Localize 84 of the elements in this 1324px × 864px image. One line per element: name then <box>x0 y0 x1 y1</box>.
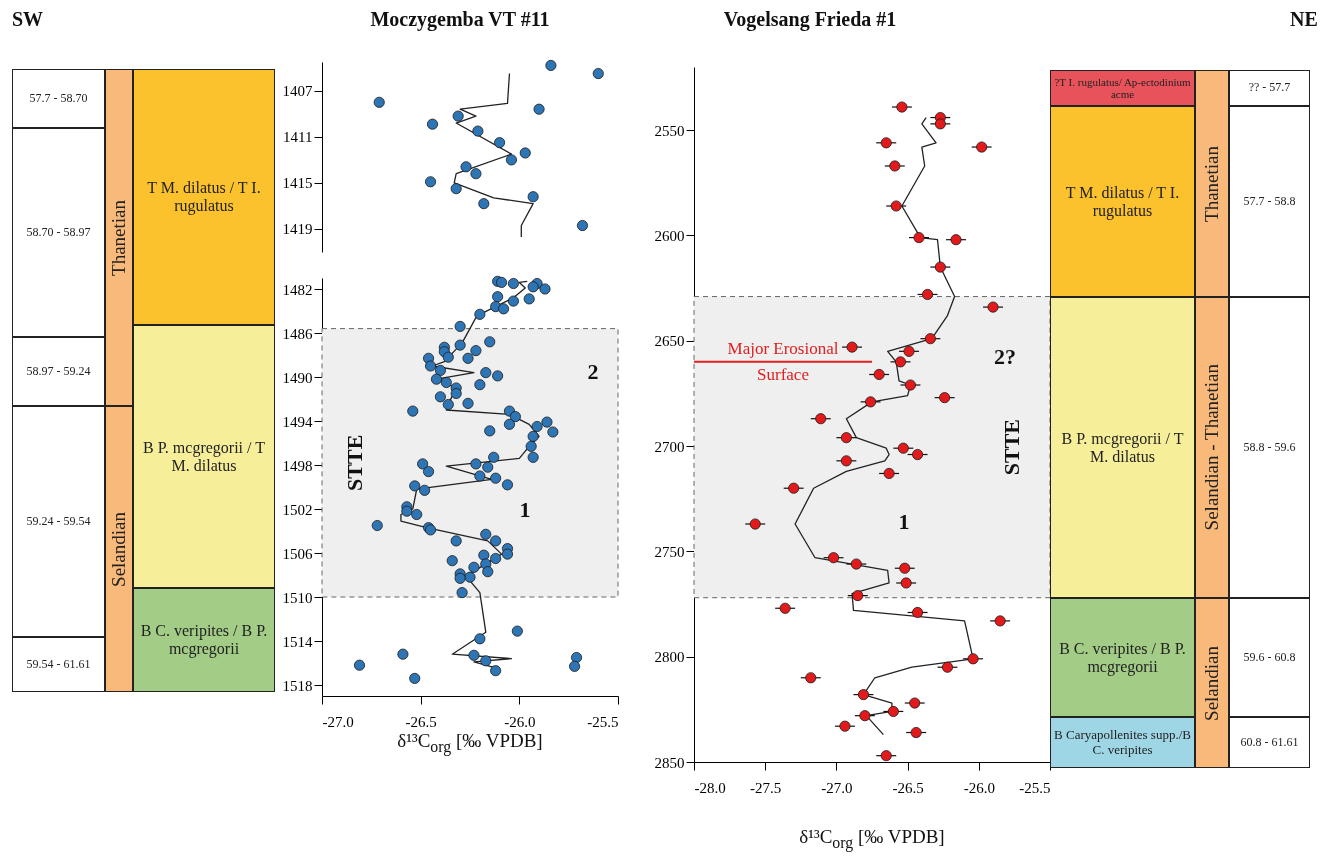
x-axis-title: δ¹³C$_{org}$ [‰ VPDB] <box>799 826 945 852</box>
y-tick-label: 1494 <box>282 413 313 430</box>
point <box>576 220 588 232</box>
band-label: STTE <box>342 434 367 491</box>
y-tick-label: 1490 <box>282 369 313 386</box>
text: ?T I. rugulatus/ Ap-ectodinium acme <box>1053 75 1192 101</box>
point <box>519 147 531 159</box>
y-tick-label: 1518 <box>282 677 313 694</box>
x-tick-label: -27.0 <box>322 713 354 730</box>
point <box>426 118 439 130</box>
point <box>592 68 604 80</box>
text: B P. mcgregorii / T M. dilatus <box>142 438 266 475</box>
y-tick-label: 1415 <box>282 175 313 192</box>
point <box>494 137 506 149</box>
y-tick-label: 1486 <box>282 325 313 342</box>
point <box>505 154 517 166</box>
text: T M. dilatus / T I. rugulatus <box>1064 183 1181 220</box>
text: B P. mcgregorii / T M. dilatus <box>1060 429 1185 466</box>
x-tick-label: -26.0 <box>504 713 536 730</box>
x-tick-label: -25.5 <box>1019 779 1051 796</box>
text: Thanetian <box>1199 145 1223 222</box>
x-axis-title: δ¹³C$_{org}$ [‰ VPDB] <box>397 730 543 756</box>
x-tick-label: -26.5 <box>892 779 924 796</box>
y-tick-label: 1498 <box>282 457 313 474</box>
text: 57.7 - 58.8 <box>1242 193 1297 209</box>
y-tick-label: 2700 <box>654 438 685 455</box>
chart-title: Moczygemba VT #11 <box>370 8 550 31</box>
annotation: 1 <box>898 509 910 534</box>
text: Selandian - Thanetian <box>1199 364 1223 531</box>
y-tick-label: 2550 <box>654 122 685 139</box>
annotation: 2 <box>587 359 599 384</box>
text: Selandian <box>1199 645 1223 721</box>
text: B C. veripites / B P. mcgregorii <box>139 622 269 658</box>
y-tick-label: 1514 <box>282 633 313 650</box>
text: Selandian <box>106 511 130 587</box>
chart-title: Vogelsang Frieda #1 <box>723 8 897 31</box>
y-tick-label: 2800 <box>654 649 685 666</box>
text: B C. veripites / B P. mcgregorii <box>1058 639 1187 676</box>
x-tick-label: -27.5 <box>750 779 782 796</box>
y-tick-label: 2650 <box>654 333 685 350</box>
x-tick-label: -28.0 <box>694 779 726 796</box>
text: 58.97 - 59.24 <box>25 363 92 379</box>
band-label: STTE <box>999 419 1024 476</box>
text: 58.8 - 59.6 <box>1242 439 1297 455</box>
y-tick-label: 1419 <box>282 221 313 238</box>
text: NE <box>1290 8 1318 31</box>
y-tick-label: 1482 <box>282 281 313 298</box>
point <box>478 198 490 210</box>
point <box>470 168 482 180</box>
y-tick-label: 2600 <box>654 227 685 244</box>
point <box>460 161 472 173</box>
text: Thanetian <box>106 199 130 276</box>
point <box>472 125 484 137</box>
text: B Caryapollenites supp./B C. veripites <box>1053 727 1192 757</box>
y-tick-label: 2750 <box>654 543 685 560</box>
text: 60.8 - 61.61 <box>1239 734 1300 750</box>
ref-line-label: Major Erosional Surface <box>727 338 839 384</box>
point <box>452 110 464 122</box>
y-tick-label: 1407 <box>282 83 313 100</box>
point <box>533 103 545 115</box>
annotation: 1 <box>519 497 531 522</box>
point <box>527 191 539 203</box>
text: 57.7 - 58.70 <box>28 90 89 106</box>
text: SW <box>12 8 44 31</box>
y-tick-label: 1502 <box>282 501 313 518</box>
point <box>545 59 557 71</box>
text: T M. dilatus / T I. rugulatus <box>146 179 262 215</box>
point <box>425 176 437 188</box>
point <box>450 183 462 195</box>
x-tick-label: -26.5 <box>405 713 437 730</box>
x-tick-label: -27.0 <box>821 779 853 796</box>
y-tick-label: 1510 <box>282 589 313 606</box>
annotation: 2? <box>994 344 1016 369</box>
text: 59.24 - 59.54 <box>25 513 92 529</box>
y-tick-label: 2850 <box>654 754 685 771</box>
text: 59.54 - 61.61 <box>25 656 92 672</box>
x-tick-label: -25.5 <box>587 713 619 730</box>
text: 59.6 - 60.8 <box>1242 649 1297 665</box>
x-tick-label: -26.0 <box>963 779 995 796</box>
y-tick-label: 1411 <box>283 129 313 146</box>
y-tick-label: 1506 <box>282 545 313 562</box>
text: ?? - 57.7 <box>1247 80 1292 95</box>
text: 58.70 - 58.97 <box>25 224 92 240</box>
point <box>373 96 385 108</box>
